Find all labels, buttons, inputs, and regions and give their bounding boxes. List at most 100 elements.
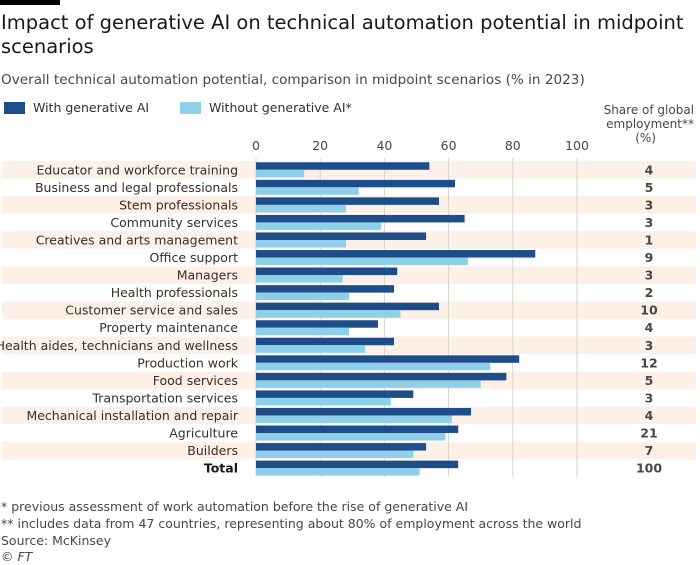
x-tick-label: 40 (376, 138, 392, 153)
ft-top-bar (0, 0, 60, 5)
bar-without-genai (256, 275, 343, 283)
bar-with-genai (256, 197, 439, 205)
category-label: Office support (150, 250, 239, 265)
share-value: 9 (645, 250, 654, 265)
footnote-2: ** includes data from 47 countries, repr… (1, 516, 582, 531)
share-value: 4 (645, 408, 654, 423)
bar-with-genai (256, 214, 465, 223)
legend-item-without: Without generative AI* (180, 100, 352, 115)
share-column-header: Share of global employment** (%) (574, 103, 694, 145)
bar-with-genai (256, 355, 520, 363)
bar-without-genai (256, 222, 382, 230)
share-value: 5 (645, 373, 654, 388)
bar-without-genai (256, 204, 346, 213)
bar-with-genai (256, 407, 472, 416)
bar-without-genai (256, 397, 391, 406)
bar-with-genai (256, 267, 398, 276)
share-value: 4 (645, 320, 654, 335)
bar-without-genai (256, 345, 366, 353)
bar-without-genai (256, 169, 305, 178)
bar-with-genai (256, 285, 395, 293)
share-value: 3 (645, 197, 654, 212)
category-label: Managers (177, 268, 238, 283)
category-label: Creatives and arts management (36, 232, 238, 247)
share-value: 3 (645, 215, 654, 230)
bar-without-genai (256, 292, 350, 301)
share-value: 12 (640, 355, 657, 370)
bar-with-genai (256, 443, 427, 451)
bars (256, 162, 536, 476)
category-label: Transportation services (91, 390, 238, 405)
share-value: 3 (645, 268, 654, 283)
bar-with-genai (256, 372, 507, 381)
category-label: Customer service and sales (65, 303, 238, 318)
category-label: Food services (153, 373, 238, 388)
share-header-line2: employment** (606, 117, 694, 131)
share-value: 21 (640, 426, 657, 441)
category-labels: Educator and workforce training Business … (0, 162, 239, 475)
x-tick-label: 0 (252, 138, 260, 153)
category-label: Health professionals (111, 285, 238, 300)
legend-swatch-with (4, 101, 25, 114)
share-value: 3 (645, 390, 654, 405)
bar-with-genai (256, 320, 378, 328)
x-tick-labels: 0 20 40 60 80 100 (252, 138, 589, 153)
category-label: Business and legal professionals (35, 180, 238, 195)
chart-subtitle: Overall technical automation potential, … (1, 72, 585, 88)
bar-with-genai (256, 232, 427, 240)
category-label: Educator and workforce training (36, 162, 238, 177)
category-label: Stem professionals (119, 197, 238, 212)
category-label: Agriculture (169, 426, 238, 441)
bar-without-genai (256, 239, 346, 248)
x-tick-label: 60 (441, 138, 457, 153)
x-tick-label: 100 (565, 138, 589, 153)
share-value: 10 (640, 303, 658, 318)
legend-swatch-without (180, 101, 201, 114)
bar-with-genai (256, 162, 430, 170)
bar-without-genai (256, 362, 491, 371)
share-value: 1 (645, 232, 654, 247)
bar-without-genai (256, 468, 420, 476)
category-label: Community services (110, 215, 238, 230)
share-value: 5 (645, 180, 654, 195)
bar-without-genai (256, 310, 401, 318)
bar-with-genai (256, 390, 414, 398)
category-label: Mechanical installation and repair (26, 408, 238, 423)
x-tick-label: 20 (312, 138, 328, 153)
bar-without-genai (256, 433, 446, 441)
bar-with-genai (256, 425, 459, 434)
bar-without-genai (256, 415, 452, 423)
bar-with-genai (256, 179, 456, 188)
source-note: Source: McKinsey (1, 533, 111, 548)
category-label: Builders (187, 443, 238, 458)
x-tick-label: 80 (505, 138, 521, 153)
share-value: 2 (645, 285, 654, 300)
bar-without-genai (256, 257, 468, 266)
legend-label-with: With generative AI (33, 100, 150, 115)
ft-credit: © FT (1, 549, 33, 564)
bar-without-genai (256, 380, 481, 388)
legend-item-with: With generative AI (4, 100, 149, 115)
bar-with-genai (256, 250, 536, 258)
category-label: Total (204, 461, 238, 476)
share-value: 3 (645, 338, 654, 353)
share-value: 4 (645, 162, 654, 177)
footnote-1: * previous assessment of work automation… (1, 499, 469, 514)
chart-title: Impact of generative AI on technical aut… (1, 11, 684, 58)
bar-with-genai (256, 337, 395, 346)
share-header-line1: Share of global (603, 103, 694, 117)
bar-without-genai (256, 450, 414, 459)
legend-label-without: Without generative AI* (209, 100, 352, 115)
share-header-line3: (%) (635, 131, 656, 145)
share-values: 4 5 3 3 1 9 3 2 10 4 3 12 5 3 4 21 7 100 (636, 162, 662, 475)
bar-with-genai (256, 302, 439, 311)
bar-without-genai (256, 187, 359, 195)
bar-without-genai (256, 327, 350, 336)
share-value: 100 (636, 461, 662, 476)
category-label: Production work (137, 355, 238, 370)
category-label: Property maintenance (99, 320, 238, 335)
share-value: 7 (645, 443, 654, 458)
bar-with-genai (256, 460, 459, 469)
category-label: Health aides, technicians and wellness (0, 338, 238, 353)
